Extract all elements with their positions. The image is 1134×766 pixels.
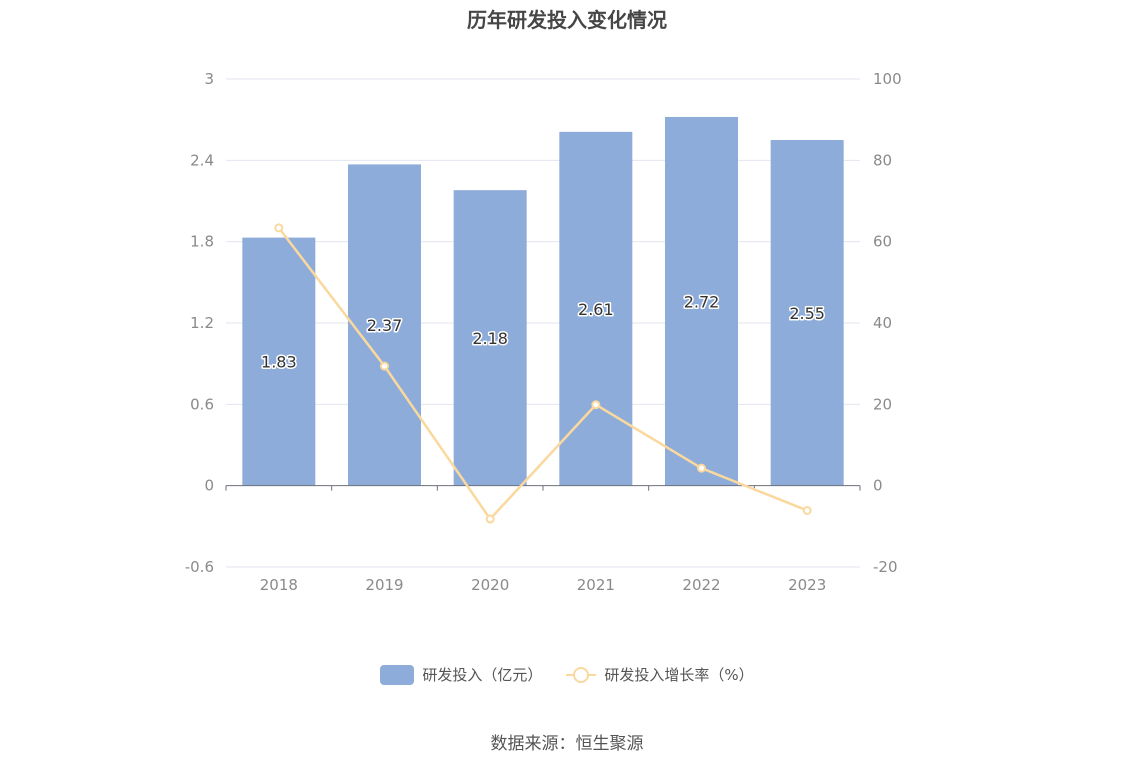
legend-item-growth-rate[interactable]: 研发投入增长率（%） [566, 664, 754, 685]
bar-data-label: 1.83 [261, 353, 297, 372]
y-right-tick-label: 40 [873, 314, 892, 332]
bar-data-label: 2.37 [367, 316, 403, 335]
y-right-tick-label: 100 [873, 70, 902, 88]
legend-label-rd-investment: 研发投入（亿元） [422, 666, 543, 684]
y-left-tick-label: 3 [204, 70, 214, 88]
y-right-tick-label: 80 [873, 151, 892, 169]
y-right-tick-label: 20 [873, 395, 892, 413]
growth-rate-point-2018 [274, 223, 284, 233]
y-right-tick-label: 60 [873, 233, 892, 251]
legend-label-growth-rate: 研发投入增长率（%） [604, 666, 754, 684]
legend-bar-swatch [380, 664, 415, 685]
bar-2019 [348, 164, 421, 486]
bar-2022 [665, 116, 738, 486]
growth-rate-point-2021 [591, 400, 601, 410]
y-left-tick-label: 0 [204, 477, 214, 495]
bar-2023 [770, 140, 844, 486]
bar-2020 [453, 190, 527, 486]
bar-data-label: 2.61 [578, 300, 614, 319]
legend-item-rd-investment[interactable]: 研发投入（亿元） [380, 664, 542, 685]
bar-2021 [559, 131, 633, 486]
x-tick-label: 2021 [577, 576, 615, 594]
growth-rate-point-2022 [697, 463, 706, 473]
y-right-tick-label: -20 [873, 558, 898, 576]
x-tick-label: 2018 [260, 576, 298, 594]
growth-rate-point-2023 [802, 505, 812, 515]
bar-2018 [242, 237, 316, 486]
bar-data-label: 2.72 [684, 292, 720, 311]
y-left-tick-label: 1.8 [190, 233, 214, 251]
legend: 研发投入（亿元） 研发投入增长率（%） [0, 664, 1134, 685]
bar-data-label: 2.55 [789, 304, 825, 323]
x-tick-label: 2023 [788, 576, 826, 594]
x-tick-label: 2020 [471, 576, 509, 594]
bar-data-label: 2.18 [472, 329, 508, 348]
y-right-tick-label: 0 [873, 477, 883, 495]
y-left-tick-label: -0.6 [185, 558, 214, 576]
x-tick-label: 2019 [365, 576, 403, 594]
growth-rate-point-2019 [380, 361, 389, 371]
y-left-tick-label: 1.2 [190, 314, 214, 332]
y-left-tick-label: 2.4 [190, 151, 214, 169]
legend-line-swatch [566, 665, 597, 685]
data-source: 数据来源：恒生聚源 [490, 734, 644, 754]
x-tick-label: 2022 [682, 576, 720, 594]
y-left-tick-label: 0.6 [190, 395, 214, 413]
growth-rate-line [277, 227, 808, 521]
chart-title: 历年研发投入变化情况 [467, 8, 667, 32]
growth-rate-point-2020 [485, 514, 495, 524]
